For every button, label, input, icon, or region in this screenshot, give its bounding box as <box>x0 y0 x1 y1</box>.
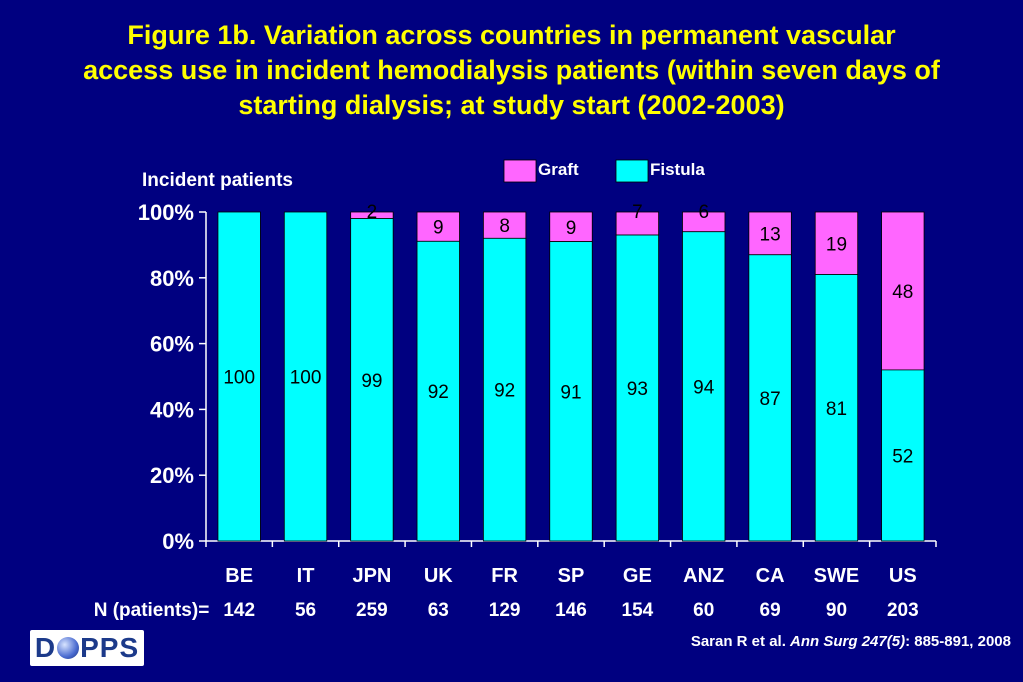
fistula-label-ge: 93 <box>627 379 648 400</box>
citation-suffix: : 885-891, 2008 <box>905 633 1011 650</box>
axes: 0% 20% 40% 60% 80% 100% <box>138 200 937 554</box>
fistula-label-uk: 92 <box>428 382 449 403</box>
fistula-label-anz: 94 <box>693 377 715 398</box>
graft-label-sp: 9 <box>566 218 577 239</box>
n-value-ge: 154 <box>622 600 654 621</box>
legend-label-graft: Graft <box>538 160 579 179</box>
title-line-3: starting dialysis; at study start (2002-… <box>238 90 785 120</box>
y-tick-label: 20% <box>150 463 194 488</box>
bar-fistula-be <box>217 211 261 542</box>
fistula-label-us: 52 <box>892 446 913 467</box>
x-tick-label-ca: CA <box>756 565 785 587</box>
x-tick-label-be: BE <box>225 565 253 587</box>
graft-label-uk: 9 <box>433 218 444 239</box>
x-tick-label-ge: GE <box>623 565 652 587</box>
legend: Graft Fistula <box>503 159 705 183</box>
dopps-logo: D PPS <box>30 630 144 666</box>
fistula-label-fr: 92 <box>494 381 515 402</box>
fistula-label-swe: 81 <box>826 399 847 420</box>
citation-journal: Ann Surg 247(5) <box>790 633 906 650</box>
n-patients-row: 142 56 259 63 129 146 154 60 69 90 203 N (patients)… <box>94 600 919 621</box>
bar-fistula-it <box>283 211 328 542</box>
graft-label-ge: 7 <box>632 202 643 223</box>
x-tick-label-anz: ANZ <box>683 565 724 587</box>
citation-prefix: Saran R et al. <box>690 633 791 650</box>
bars <box>217 211 925 542</box>
bar-fistula-sp <box>549 241 593 542</box>
graft-label-swe: 19 <box>826 234 847 255</box>
bar-graft-sp <box>549 211 593 243</box>
x-tick-label-us: US <box>889 565 917 587</box>
n-value-anz: 60 <box>693 600 714 621</box>
fistula-label-jpn: 99 <box>361 371 382 392</box>
title-line-1: Figure 1b. Variation across countries in… <box>127 20 896 50</box>
n-value-jpn: 259 <box>356 600 388 621</box>
x-tick-label-sp: SP <box>558 565 585 587</box>
y-tick-label: 80% <box>150 266 194 291</box>
bar-fistula-uk <box>416 240 460 542</box>
n-value-us: 203 <box>887 600 919 621</box>
fistula-label-ca: 87 <box>760 389 781 410</box>
globe-icon <box>57 637 80 659</box>
x-tick-labels: BE IT JPN UK FR SP GE ANZ CA SWE US <box>225 565 916 587</box>
y-tick-label: 100% <box>138 200 194 225</box>
x-tick-label-fr: FR <box>491 565 518 587</box>
legend-label-fistula: Fistula <box>650 160 705 179</box>
bar-graft-ca <box>748 211 792 256</box>
x-tick-label-jpn: JPN <box>352 565 391 587</box>
y-tick-label: 40% <box>150 397 194 422</box>
n-value-it: 56 <box>295 600 316 621</box>
bar-fistula-ge <box>615 234 659 542</box>
n-value-uk: 63 <box>428 600 449 621</box>
fistula-label-be: 100 <box>223 368 255 389</box>
bar-fistula-ca <box>748 254 792 542</box>
graft-label-us: 48 <box>892 282 913 303</box>
n-label: N (patients)= <box>94 600 210 621</box>
fistula-label-sp: 91 <box>560 382 581 403</box>
graft-label-jpn: 2 <box>367 202 378 223</box>
n-value-swe: 90 <box>826 600 847 621</box>
bar-fistula-fr <box>482 237 527 542</box>
x-tick-label-uk: UK <box>424 565 453 587</box>
bar-graft-us <box>881 211 925 371</box>
n-value-sp: 146 <box>555 600 587 621</box>
x-tick-label-swe: SWE <box>814 565 860 587</box>
n-value-fr: 129 <box>489 600 521 621</box>
bar-fistula-us <box>881 369 925 542</box>
title-line-2: access use in incident hemodialysis pati… <box>83 55 940 85</box>
graft-label-fr: 8 <box>499 216 510 237</box>
x-tick-label-it: IT <box>297 565 315 587</box>
y-tick-label: 0% <box>162 529 194 554</box>
y-axis-label: Incident patients <box>142 170 293 191</box>
legend-swatch-graft <box>503 159 537 183</box>
citation: Saran R et al. Ann Surg 247(5): 885-891,… <box>691 633 1011 650</box>
legend-swatch-fistula <box>615 159 649 183</box>
n-value-be: 142 <box>223 600 255 621</box>
graft-label-anz: 6 <box>698 202 709 223</box>
n-value-ca: 69 <box>760 600 781 621</box>
bar-fistula-swe <box>814 274 859 542</box>
fistula-label-it: 100 <box>290 368 322 389</box>
y-tick-label: 60% <box>150 332 194 357</box>
bar-graft-uk <box>416 211 460 242</box>
bar-fistula-anz <box>682 231 726 542</box>
graft-label-ca: 13 <box>760 224 781 245</box>
chart-title: Figure 1b. Variation across countries in… <box>0 18 1023 123</box>
bar-fistula-jpn <box>350 218 394 542</box>
